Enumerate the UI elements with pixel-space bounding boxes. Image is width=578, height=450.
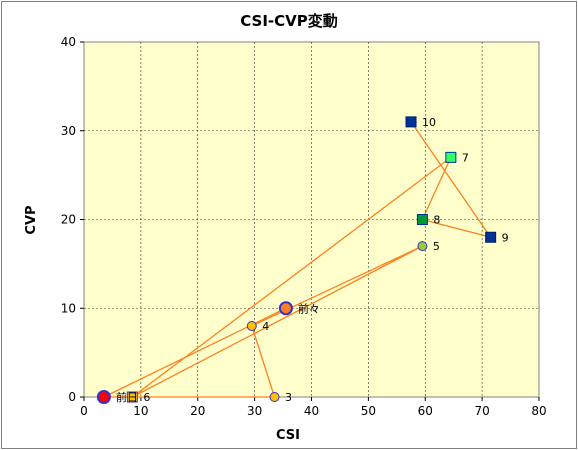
y-tick-label: 0: [68, 390, 76, 404]
point-marker: [278, 301, 293, 316]
point-label: 8: [433, 214, 440, 227]
point-label: 6: [143, 391, 150, 404]
x-tick-label: 60: [418, 404, 433, 418]
x-axis-ticks: 0 10 20 30 40 50 60 70 80: [80, 397, 547, 418]
trajectory-segment: [251, 325, 276, 398]
x-tick-label: 50: [361, 404, 376, 418]
point-marker: [417, 241, 428, 252]
y-tick-label: 30: [61, 124, 76, 138]
trajectory-segment: [421, 157, 452, 220]
x-axis-title: CSI: [276, 428, 300, 443]
y-axis-ticks: 0 10 20 30 40: [61, 35, 84, 404]
chart-title: CSI-CVP変動: [240, 12, 338, 30]
y-tick-label: 40: [61, 35, 76, 49]
x-tick-label: 40: [304, 404, 319, 418]
point-labels: 前日 前々 3 4 5 6 7 8 9 10: [116, 116, 509, 404]
point-label: 3: [285, 391, 292, 404]
data-markers: [96, 116, 497, 404]
point-marker: [246, 321, 257, 331]
point-label: 9: [502, 231, 509, 244]
y-tick-label: 10: [61, 301, 76, 315]
x-tick-label: 0: [80, 404, 88, 418]
point-marker: [485, 231, 497, 243]
x-tick-label: 20: [190, 404, 205, 418]
point-label: 前々: [298, 301, 320, 315]
point-label: 7: [462, 151, 469, 164]
x-tick-label: 10: [133, 404, 148, 418]
trajectory-segment: [131, 156, 452, 398]
x-tick-label: 70: [474, 404, 489, 418]
point-marker: [126, 391, 138, 403]
trajectory-segment: [132, 245, 423, 398]
trajectory-segment: [251, 245, 423, 327]
point-marker: [405, 116, 417, 128]
point-marker: [416, 214, 428, 225]
x-tick-label: 80: [531, 404, 546, 418]
x-tick-label: 30: [247, 404, 262, 418]
y-axis-title: CVP: [24, 205, 39, 234]
point-marker: [445, 151, 457, 163]
point-label: 前日: [116, 390, 138, 404]
y-tick-label: 20: [61, 213, 76, 227]
point-label: 5: [433, 240, 440, 253]
point-label: 10: [422, 116, 436, 129]
trajectory-segment: [410, 121, 492, 238]
trajectory-segment: [422, 218, 491, 238]
point-marker: [269, 392, 280, 402]
point-label: 4: [262, 320, 269, 333]
point-marker: [96, 390, 111, 404]
